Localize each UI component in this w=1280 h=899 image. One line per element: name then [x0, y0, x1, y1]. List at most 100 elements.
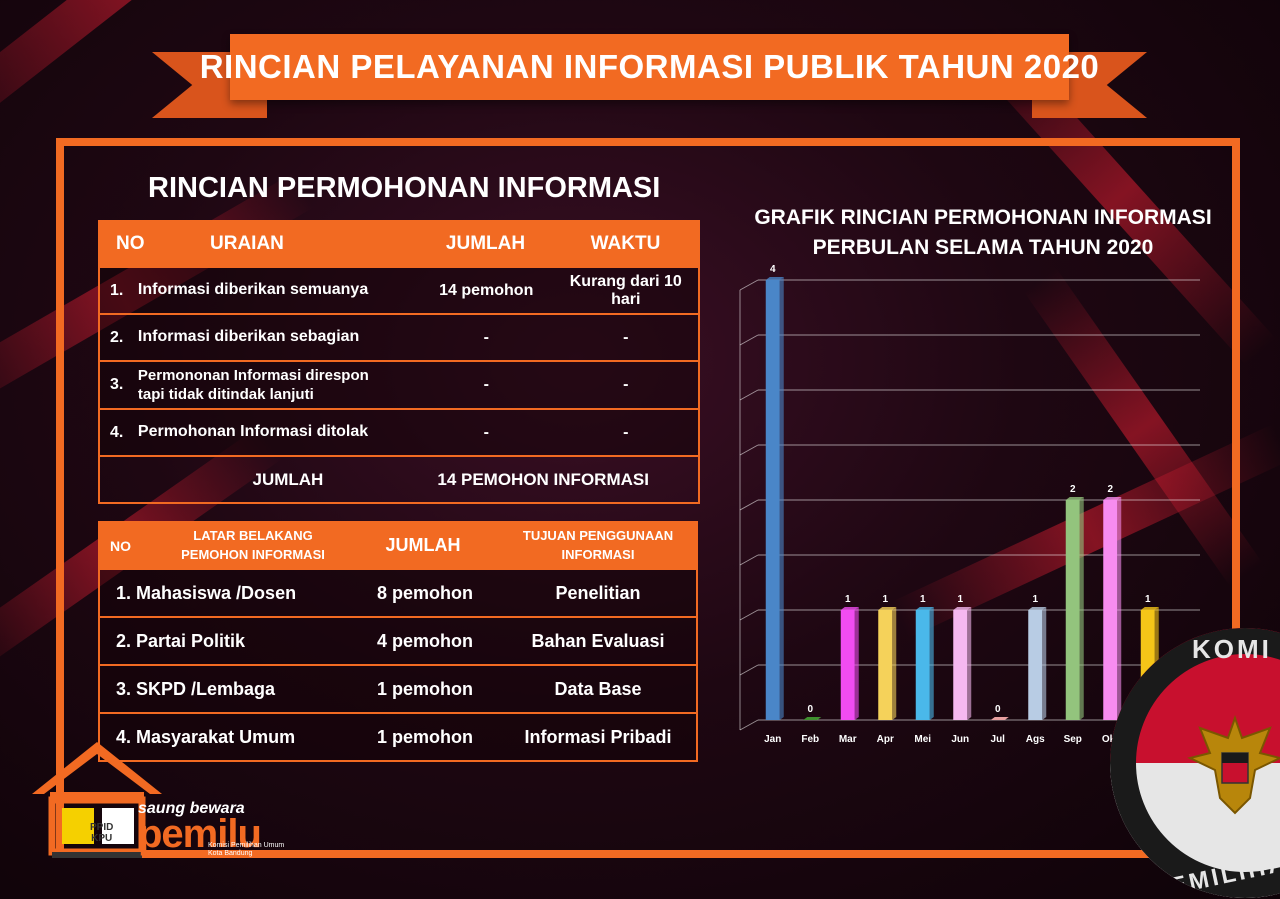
gridline-depth	[739, 279, 759, 291]
row-latar: 1. Mahasiswa /Dosen	[116, 582, 297, 603]
table-row: 1. Mahasiswa /Dosen 8 pemohon Penelitian	[98, 570, 698, 618]
row-waktu: -	[623, 376, 629, 393]
header-no: NO	[116, 233, 145, 254]
chart-title-line1: GRAFIK RINCIAN PERMOHONAN INFORMASI	[754, 206, 1212, 229]
bar	[1065, 500, 1080, 720]
table-row: 4. Permohonan Informasi ditolak - -	[98, 410, 700, 457]
row-waktu: Kurang dari 10 hari	[569, 272, 682, 308]
row-latar: 2. Partai Politik	[116, 630, 246, 651]
requester-background-table: NO LATAR BELAKANG PEMOHON INFORMASI JUML…	[98, 521, 698, 762]
logo-caption-line2: Kota Bandung	[208, 850, 253, 858]
section-title: RINCIAN PERMOHONAN INFORMASI	[148, 172, 661, 204]
bar-top	[1103, 497, 1122, 500]
data-label: 1	[882, 594, 888, 605]
bar-side	[892, 607, 897, 720]
header-latar-line1: LATAR BELAKANG	[193, 527, 313, 543]
bar	[990, 717, 1009, 720]
row-jumlah: 14 pemohon	[439, 281, 534, 299]
row-uraian-line2: tapi tidak ditindak lanjuti	[137, 386, 314, 403]
garuda-emblem-icon	[1187, 714, 1280, 815]
row-jumlah: 1 pemohon	[376, 678, 473, 699]
bar	[840, 610, 855, 720]
row-tujuan: Data Base	[554, 678, 642, 699]
logo-caption-line1: Komisi Pemilihan Umum	[208, 842, 285, 849]
data-label: 1	[1145, 594, 1151, 605]
x-tick-label: Ags	[1026, 734, 1045, 745]
x-tick-label: Sep	[1064, 734, 1082, 745]
data-label: 2	[1107, 484, 1113, 495]
chart-title: GRAFIK RINCIAN PERMOHONAN INFORMASI PERB…	[740, 203, 1226, 264]
header-latar-line2: PEMOHON INFORMASI	[181, 546, 325, 562]
gridline-depth	[739, 389, 759, 401]
seal-text-top: KOMI	[1192, 634, 1272, 664]
header-tujuan-line1: TUJUAN PENGGUNAAN	[522, 527, 674, 543]
table-row: 1. Informasi diberikan semuanya 14 pemoh…	[98, 268, 700, 315]
gridline-depth	[739, 334, 759, 346]
header-tujuan: TUJUAN PENGGUNAAN INFORMASI	[498, 527, 698, 565]
row-tujuan: Informasi Pribadi	[524, 726, 672, 747]
row-uraian: Informasi diberikan sebagian	[137, 328, 360, 346]
bar-side	[929, 607, 934, 720]
header-tujuan-line2: INFORMASI	[561, 546, 635, 562]
banner-title: RINCIAN PELAYANAN INFORMASI PUBLIK TAHUN…	[199, 48, 1100, 85]
data-label: 4	[770, 264, 776, 275]
data-label: 1	[845, 594, 851, 605]
bar-top	[1065, 497, 1084, 500]
header-jumlah: JUMLAH	[445, 233, 526, 254]
row-jumlah: -	[483, 423, 489, 441]
x-tick-label: Apr	[877, 734, 894, 745]
table-row: 2. Partai Politik 4 pemohon Bahan Evalua…	[98, 618, 698, 666]
row-uraian-line1: Permononan Informasi direspon	[137, 366, 369, 384]
row-uraian: Informasi diberikan semuanya	[137, 281, 369, 299]
bar-top	[840, 607, 859, 610]
row-no: 1.	[110, 281, 124, 299]
bar	[878, 610, 893, 720]
header-uraian: URAIAN	[210, 233, 284, 254]
x-tick-label: Jan	[764, 734, 781, 745]
row-latar: 3. SKPD /Lembaga	[116, 678, 276, 699]
row-uraian: Permohonan Informasi ditolak	[137, 423, 369, 441]
orange-frame	[56, 138, 1240, 858]
data-label: 1	[1032, 594, 1038, 605]
table-total-row: JUMLAH 14 PEMOHON INFORMASI	[98, 457, 700, 504]
bar-side	[1079, 497, 1084, 720]
table-header: NO LATAR BELAKANG PEMOHON INFORMASI JUML…	[98, 521, 698, 570]
row-tujuan: Bahan Evaluasi	[531, 630, 665, 651]
row-uraian: Permononan Informasi direspon tapi tidak…	[138, 366, 419, 405]
banner-ribbon: RINCIAN PELAYANAN INFORMASI PUBLIK TAHUN…	[200, 34, 1099, 100]
bar	[765, 280, 780, 720]
header-waktu: WAKTU	[590, 233, 661, 254]
request-details-table: NO URAIAN JUMLAH WAKTU 1. Informasi dibe…	[98, 220, 700, 504]
table-header: NO URAIAN JUMLAH WAKTU	[98, 220, 700, 268]
gridline-depth	[739, 664, 759, 676]
bar-side	[779, 277, 784, 720]
bar-top	[1028, 607, 1047, 610]
bar	[1028, 610, 1043, 720]
title-banner: RINCIAN PELAYANAN INFORMASI PUBLIK TAHUN…	[152, 34, 1147, 118]
gridline-depth	[739, 444, 759, 456]
data-label: 2	[1070, 484, 1076, 495]
bar-side	[967, 607, 972, 720]
x-tick-label: Mei	[914, 734, 931, 745]
kpu-seal: KOMI PEMILIHAN U	[1110, 628, 1280, 898]
total-label: JUMLAH	[252, 469, 324, 489]
logo-wordmark: pemilu	[138, 812, 262, 856]
header-no: NO	[110, 537, 131, 554]
x-tick-label: Jun	[951, 734, 969, 745]
row-waktu: -	[623, 423, 629, 441]
bar-top	[1140, 607, 1159, 610]
row-no: 3.	[110, 376, 124, 393]
chart-title-line2: PERBULAN SELAMA TAHUN 2020	[812, 236, 1154, 260]
row-no: 2.	[110, 328, 124, 346]
x-tick-label: Mar	[839, 734, 857, 745]
x-tick-label: Jul	[991, 734, 1006, 745]
row-no: 4.	[110, 423, 124, 441]
table-row: 4. Masyarakat Umum 1 pemohon Informasi P…	[98, 714, 698, 762]
row-jumlah: 4 pemohon	[376, 630, 473, 651]
ppid-label: PPID KPU	[90, 822, 113, 844]
bar-top	[915, 607, 934, 610]
bar-top	[878, 607, 897, 610]
data-label: 0	[807, 704, 813, 715]
bar-top	[953, 607, 972, 610]
data-label: 1	[920, 594, 926, 605]
